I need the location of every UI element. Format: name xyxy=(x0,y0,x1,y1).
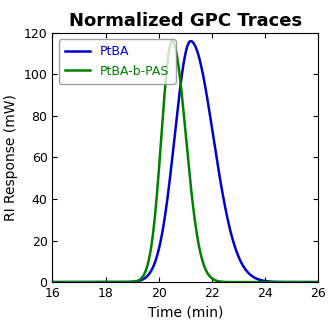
PtBA-b-PAS xyxy=(316,280,320,284)
Line: PtBA-b-PAS: PtBA-b-PAS xyxy=(52,41,318,282)
PtBA xyxy=(282,280,286,284)
PtBA-b-PAS xyxy=(170,39,174,43)
PtBA-b-PAS xyxy=(96,280,100,284)
Legend: PtBA, PtBA-b-PAS: PtBA, PtBA-b-PAS xyxy=(59,39,175,84)
PtBA-b-PAS xyxy=(51,280,54,284)
Y-axis label: RI Response (mW): RI Response (mW) xyxy=(4,94,18,221)
PtBA-b-PAS xyxy=(153,220,156,224)
PtBA xyxy=(153,262,156,266)
PtBA-b-PAS xyxy=(164,76,168,80)
PtBA xyxy=(311,280,315,284)
PtBA-b-PAS xyxy=(282,280,286,284)
PtBA xyxy=(51,280,54,284)
Line: PtBA: PtBA xyxy=(52,41,318,282)
PtBA xyxy=(164,208,168,212)
PtBA xyxy=(96,280,100,284)
PtBA xyxy=(189,39,193,43)
Title: Normalized GPC Traces: Normalized GPC Traces xyxy=(69,12,302,30)
PtBA xyxy=(316,280,320,284)
PtBA-b-PAS xyxy=(311,280,315,284)
X-axis label: Time (min): Time (min) xyxy=(148,305,223,319)
PtBA xyxy=(81,280,85,284)
PtBA-b-PAS xyxy=(81,280,85,284)
